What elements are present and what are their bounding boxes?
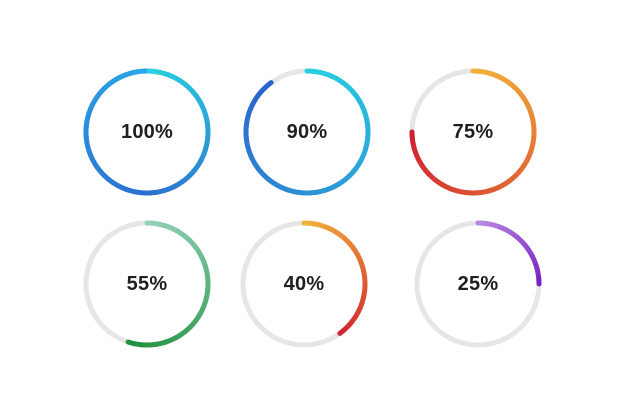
progress-ring-1-label: 100% — [121, 120, 173, 143]
progress-ring-1-graphic — [83, 68, 211, 196]
progress-ring-4-arc — [125, 220, 211, 348]
progress-ring-6: 25% — [412, 218, 544, 350]
progress-ring-5-graphic — [240, 220, 368, 348]
progress-ring-3: 75% — [407, 66, 539, 198]
progress-ring-5-arc-segment — [337, 328, 346, 336]
progress-ring-1: 100% — [81, 66, 213, 198]
progress-ring-4-arc-segment — [125, 339, 135, 346]
progress-ring-2-arc-segment — [265, 80, 274, 88]
progress-ring-4: 55% — [81, 218, 213, 350]
progress-ring-2-graphic — [243, 68, 371, 196]
progress-ring-4-label: 55% — [126, 272, 168, 295]
progress-ring-6-label: 25% — [457, 272, 499, 295]
progress-ring-6-arc — [475, 220, 542, 287]
progress-ring-2: 90% — [241, 66, 373, 198]
progress-ring-2-label: 90% — [286, 120, 328, 143]
progress-ring-4-graphic — [83, 220, 211, 348]
progress-ring-3-arc — [409, 68, 537, 196]
progress-ring-3-graphic — [409, 68, 537, 196]
progress-ring-3-label: 75% — [452, 120, 494, 143]
progress-ring-5: 40% — [238, 218, 370, 350]
progress-ring-6-graphic — [414, 220, 542, 348]
progress-ring-5-arc — [301, 220, 368, 336]
progress-ring-1-arc — [83, 68, 211, 196]
progress-ring-5-label: 40% — [283, 272, 325, 295]
progress-ring-2-arc — [243, 68, 371, 196]
